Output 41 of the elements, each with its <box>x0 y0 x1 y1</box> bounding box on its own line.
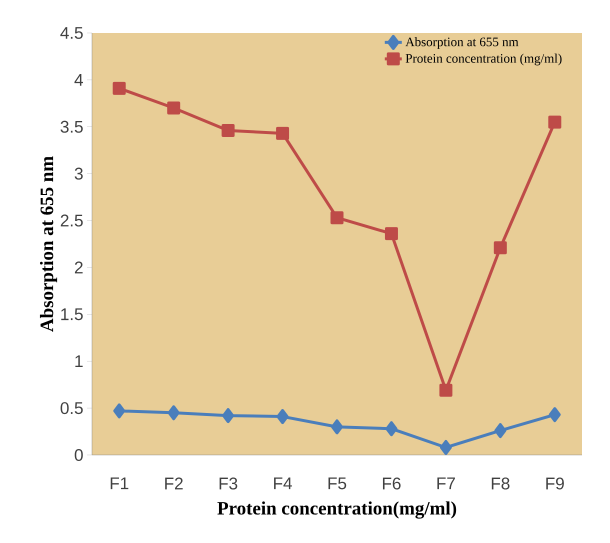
point <box>113 403 126 418</box>
point <box>548 116 562 129</box>
legend-label: Protein concentration (mg/ml) <box>406 54 562 66</box>
y-tick-label: 1 <box>75 355 83 368</box>
y-tick-label: 0 <box>74 448 83 461</box>
y-axis-title: Absorption at 655 nm <box>40 156 58 332</box>
point <box>168 405 180 420</box>
point <box>167 102 180 115</box>
x-axis-title: Protein concentration(mg/ml) <box>217 501 456 519</box>
point <box>548 407 561 422</box>
point <box>494 241 507 254</box>
point <box>112 82 126 95</box>
x-tick-label: F1 <box>110 478 128 490</box>
point <box>276 126 290 140</box>
x-tick-label: F7 <box>437 478 455 490</box>
x-tick-label: F5 <box>328 478 346 490</box>
point <box>384 227 398 240</box>
y-tick-label: 1.5 <box>61 308 83 320</box>
x-tick-label: F4 <box>274 478 292 490</box>
point <box>494 423 506 438</box>
legend-label: Absorption at 655 nm <box>405 37 518 49</box>
x-tick-label: F6 <box>382 478 401 490</box>
y-tick-label: 3 <box>74 168 83 180</box>
point <box>331 419 344 434</box>
y-tick-label: 2.5 <box>60 214 83 227</box>
point <box>439 384 452 397</box>
y-tick-label: 0.5 <box>60 402 83 414</box>
point <box>222 124 235 138</box>
x-tick-label: F2 <box>165 478 183 490</box>
y-tick-label: 3.5 <box>60 120 83 133</box>
x-tick-label: F8 <box>492 478 510 490</box>
x-tick-label: F3 <box>220 478 238 490</box>
y-tick-label: 2 <box>74 262 83 274</box>
y-tick-label: 4.5 <box>60 27 83 39</box>
point <box>276 409 289 424</box>
point <box>330 211 344 224</box>
point <box>440 440 452 455</box>
x-tick-label: F9 <box>546 478 564 490</box>
point <box>385 421 398 436</box>
point <box>222 408 234 424</box>
y-tick-label: 4 <box>74 74 83 86</box>
